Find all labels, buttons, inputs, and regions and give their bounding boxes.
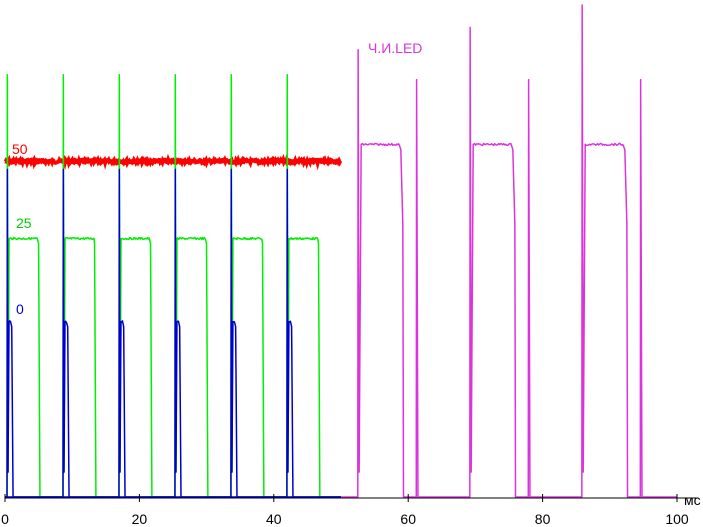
x-tick-label: 0: [1, 511, 9, 527]
series-label-25: 25: [16, 215, 32, 231]
plot-area: [3, 4, 677, 498]
x-axis: 0 20 40 60 80 100: [1, 494, 697, 527]
x-tick-label: 60: [400, 511, 416, 527]
series-label-0: 0: [16, 301, 24, 317]
series-line-led: [341, 4, 677, 498]
series-label-led: Ч.И.LED: [368, 40, 422, 56]
x-tick-label: 20: [132, 511, 148, 527]
series-line-0: [5, 168, 341, 498]
series-line-25: [5, 73, 341, 498]
x-tick-label: 80: [535, 511, 551, 527]
series-line-50: [3, 153, 343, 171]
x-axis-label: мс: [684, 492, 701, 508]
series-label-50: 50: [12, 141, 28, 157]
x-tick-label: 100: [665, 511, 689, 527]
x-tick-label: 40: [266, 511, 282, 527]
